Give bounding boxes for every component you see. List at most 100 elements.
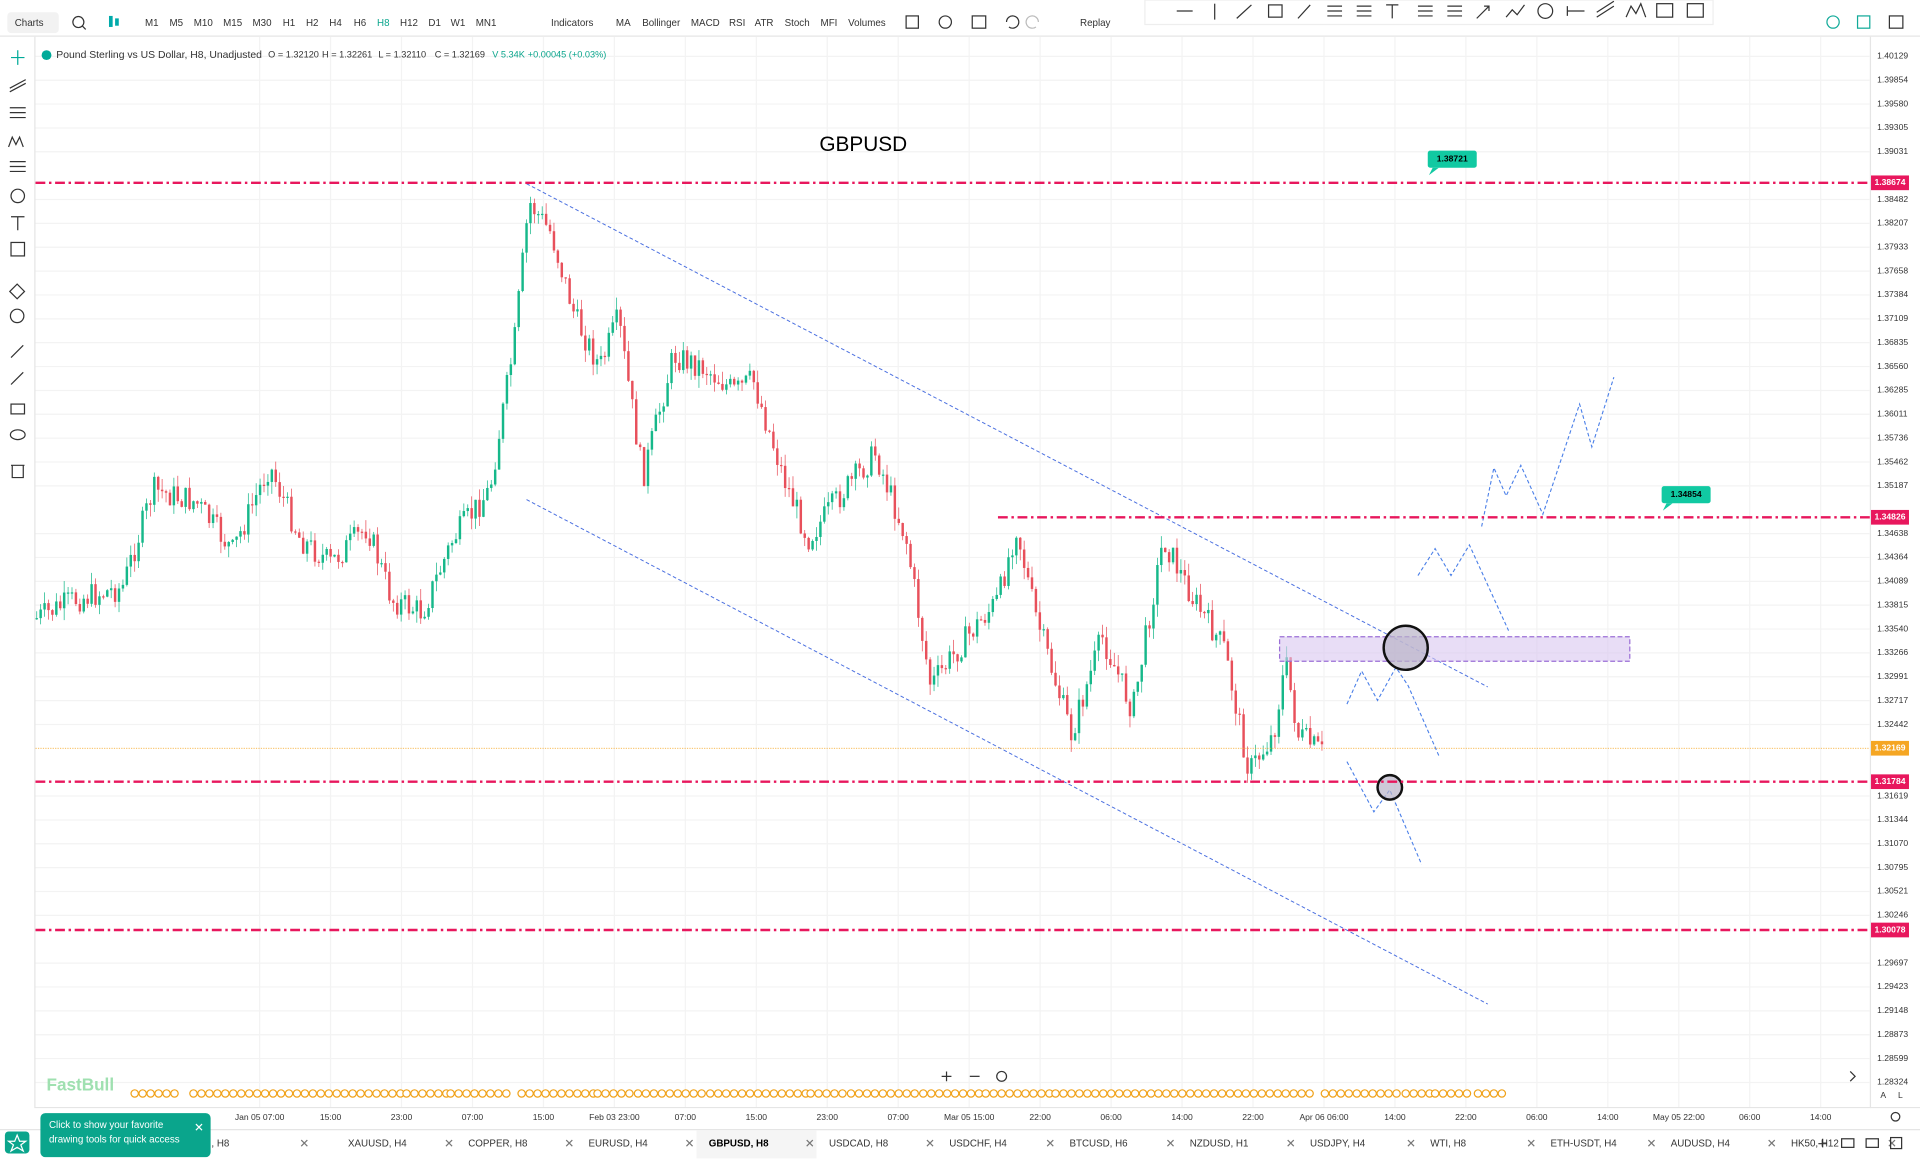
study-button[interactable]: MA: [616, 18, 631, 29]
tab-close[interactable]: [1647, 1139, 1655, 1147]
scale-button[interactable]: L: [1898, 1090, 1903, 1100]
candle-body: [70, 592, 74, 594]
tab-label[interactable]: ..., H8: [203, 1138, 230, 1149]
tab-close[interactable]: [445, 1139, 453, 1147]
tab-close[interactable]: [1527, 1139, 1535, 1147]
candle-body: [795, 499, 799, 507]
candle-type-icon[interactable]: [108, 15, 113, 27]
timeframe[interactable]: MN1: [476, 18, 497, 29]
candle-body: [462, 511, 466, 517]
timeframe[interactable]: D1: [428, 18, 441, 29]
tab-close[interactable]: [926, 1139, 934, 1147]
timeframe[interactable]: M10: [194, 18, 214, 29]
timeframe[interactable]: M5: [170, 18, 184, 29]
timeframe[interactable]: H12: [400, 18, 418, 29]
tab-close[interactable]: [1166, 1139, 1174, 1147]
tab-label[interactable]: USDCHF, H4: [949, 1138, 1007, 1149]
tab-label[interactable]: USDJPY, H4: [1310, 1138, 1366, 1149]
undo-icon[interactable]: [1005, 15, 1020, 29]
tab-label[interactable]: HK50, H12: [1791, 1138, 1839, 1149]
tab-close[interactable]: [1046, 1139, 1054, 1147]
candle-body: [66, 592, 70, 594]
charts-label[interactable]: Charts: [15, 18, 44, 29]
tab-label[interactable]: NZDUSD, H1: [1190, 1138, 1249, 1149]
study-button[interactable]: ATR: [755, 18, 774, 29]
callout-box: [1661, 486, 1711, 504]
price-tick: 1.37658: [1877, 265, 1908, 275]
timeframe[interactable]: M15: [223, 18, 243, 29]
candle-body: [658, 411, 661, 415]
date-icon[interactable]: [971, 15, 987, 29]
price-tick: 1.28324: [1877, 1077, 1908, 1087]
tab-label[interactable]: AUDUSD, H4: [1671, 1138, 1731, 1149]
tab-close[interactable]: [1888, 1139, 1896, 1147]
event-marker: [260, 1089, 270, 1098]
tab-close[interactable]: [686, 1139, 694, 1147]
tab-close[interactable]: [565, 1139, 573, 1147]
candle-body: [529, 203, 532, 224]
tab-label[interactable]: GBPUSD, H8: [709, 1138, 769, 1149]
timeframe[interactable]: M1: [145, 18, 159, 29]
tab-label[interactable]: COPPER, H8: [468, 1138, 528, 1149]
candle-body: [117, 588, 121, 602]
tab-close[interactable]: [1407, 1139, 1415, 1147]
event-marker: [478, 1089, 487, 1098]
timeframe[interactable]: H6: [354, 18, 367, 29]
drawing-tools[interactable]: [1176, 0, 1704, 20]
study-button[interactable]: Volumes: [848, 18, 886, 29]
tab-close[interactable]: [806, 1139, 814, 1147]
tab-label[interactable]: XAUUSD, H4: [348, 1138, 407, 1149]
study-button[interactable]: MFI: [821, 18, 838, 29]
tooltip-close[interactable]: [195, 1123, 203, 1131]
study-button[interactable]: Bollinger: [642, 18, 681, 29]
calendar-icon[interactable]: [905, 15, 919, 29]
tab-close[interactable]: [1768, 1139, 1776, 1147]
redo-icon[interactable]: [1025, 15, 1039, 29]
candle-body: [1019, 537, 1022, 550]
charts-button[interactable]: [7, 12, 59, 34]
favorite-button[interactable]: [4, 1131, 30, 1154]
search-icon[interactable]: [72, 15, 85, 29]
tab-label[interactable]: WTI, H8: [1430, 1138, 1466, 1149]
candle-body: [51, 610, 54, 615]
event-marker: [308, 1089, 318, 1098]
event-marker: [292, 1089, 302, 1098]
candle-body: [1128, 701, 1132, 717]
study-button[interactable]: MACD: [691, 18, 720, 29]
timeframe[interactable]: H1: [283, 18, 296, 29]
candle-body: [713, 374, 716, 383]
candle-body: [35, 618, 38, 620]
event-marker: [769, 1089, 779, 1098]
timeframe[interactable]: W1: [451, 18, 466, 29]
zoom-controls[interactable]: [941, 1070, 1008, 1082]
tab-label[interactable]: EURUSD, H4: [588, 1138, 648, 1149]
tab-close[interactable]: [1287, 1139, 1295, 1147]
event-marker: [950, 1089, 960, 1098]
event-marker: [1305, 1089, 1314, 1098]
candle-body: [776, 448, 779, 465]
event-marker: [228, 1089, 238, 1098]
alert-icon[interactable]: [938, 15, 953, 29]
timeframe[interactable]: H2: [306, 18, 319, 29]
tab-close[interactable]: [300, 1139, 308, 1147]
settings-icon[interactable]: [1890, 1111, 1901, 1122]
indicators-button[interactable]: Indicators: [551, 18, 594, 29]
tab-controls[interactable]: [1818, 1136, 1903, 1150]
event-marker: [910, 1089, 919, 1098]
study-button[interactable]: Stoch: [785, 18, 810, 29]
event-marker: [573, 1089, 582, 1098]
event-marker: [862, 1089, 872, 1098]
timeframe[interactable]: H8: [377, 18, 390, 29]
timeframe[interactable]: H4: [329, 18, 342, 29]
tab-label[interactable]: USDCAD, H8: [829, 1138, 889, 1149]
timeframe[interactable]: M30: [253, 18, 273, 29]
scroll-right[interactable]: [1849, 1071, 1856, 1082]
top-right-icons[interactable]: [1826, 15, 1904, 29]
tab-label[interactable]: ETH-USDT, H4: [1550, 1138, 1617, 1149]
tab-label[interactable]: BTCUSD, H6: [1069, 1138, 1128, 1149]
replay-button[interactable]: Replay: [1080, 18, 1111, 29]
left-tools[interactable]: [7, 50, 27, 479]
scale-button[interactable]: A: [1880, 1090, 1886, 1100]
study-button[interactable]: RSI: [729, 18, 745, 29]
candle-body: [1203, 611, 1206, 614]
